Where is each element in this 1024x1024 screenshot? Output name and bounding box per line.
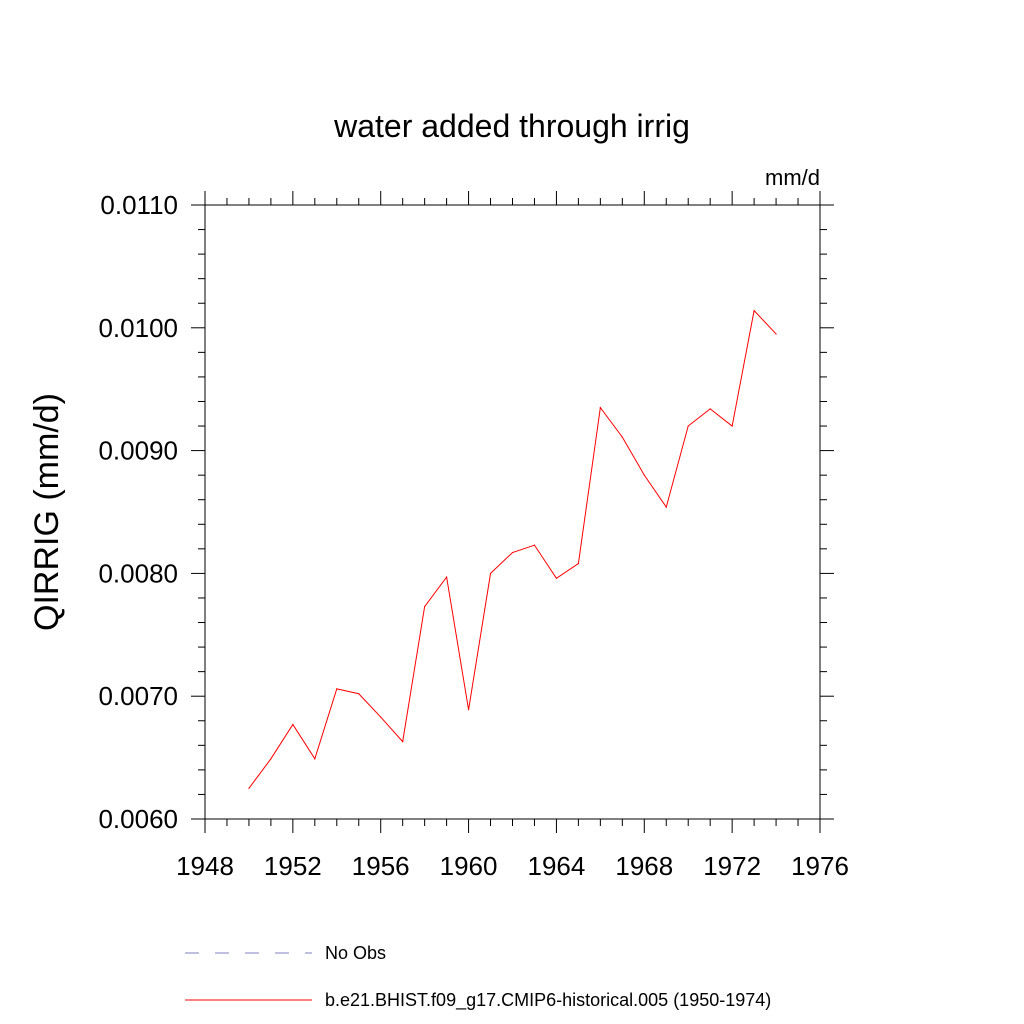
- y-tick-label: 0.0090: [98, 436, 178, 466]
- data-point: [270, 758, 272, 760]
- data-point: [577, 562, 579, 565]
- x-tick-label: 1972: [703, 851, 761, 881]
- axis-ticks: [191, 191, 834, 833]
- x-tick-label: 1960: [440, 851, 498, 881]
- data-point: [380, 716, 382, 718]
- data-point: [775, 333, 777, 335]
- x-tick-label: 1964: [528, 851, 586, 881]
- plot-frame: [204, 204, 821, 820]
- y-tick-labels: 0.0060 0.0070 0.0080 0.0090 0.0100 0.0110: [98, 190, 178, 834]
- data-point: [643, 474, 645, 476]
- data-point: [731, 425, 733, 427]
- legend-label-historical: b.e21.BHIST.f09_g17.CMIP6-historical.005…: [325, 990, 771, 1011]
- data-point: [555, 577, 558, 579]
- x-tick-label: 1948: [176, 851, 234, 881]
- data-point: [336, 688, 338, 690]
- data-point: [446, 576, 448, 578]
- data-point: [402, 741, 404, 743]
- series-line: [248, 309, 777, 789]
- data-point: [665, 506, 667, 508]
- data-point: [292, 723, 294, 726]
- x-tick-labels: 1948 1952 1956 1960 1964 1968 1972 1976: [176, 851, 849, 881]
- y-tick-label: 0.0070: [98, 681, 178, 711]
- data-point: [511, 551, 514, 554]
- y-tick-label: 0.0110: [100, 190, 178, 220]
- legend: No Obs b.e21.BHIST.f09_g17.CMIP6-histori…: [185, 943, 771, 1011]
- y-tick-label: 0.0100: [98, 313, 178, 343]
- data-point: [424, 605, 426, 608]
- data-point: [533, 544, 536, 546]
- x-tick-label: 1956: [352, 851, 410, 881]
- data-point: [687, 425, 689, 427]
- data-point: [489, 572, 492, 575]
- data-point: [621, 436, 623, 438]
- data-point: [248, 787, 250, 789]
- data-point: [709, 408, 711, 410]
- data-point: [753, 310, 755, 312]
- units-label: mm/d: [765, 165, 820, 190]
- series-group: [248, 309, 777, 789]
- chart-title: water added through irrig: [333, 108, 690, 144]
- data-point: [314, 758, 316, 760]
- y-tick-label: 0.0080: [98, 558, 178, 588]
- data-point: [467, 709, 470, 711]
- x-tick-label: 1976: [791, 851, 849, 881]
- y-axis-label: QIRRIG (mm/d): [28, 393, 66, 631]
- x-tick-label: 1952: [264, 851, 322, 881]
- legend-label-no-obs: No Obs: [325, 943, 386, 963]
- data-point: [599, 407, 601, 409]
- x-tick-label: 1968: [615, 851, 673, 881]
- y-tick-label: 0.0060: [98, 804, 178, 834]
- data-point: [358, 693, 360, 695]
